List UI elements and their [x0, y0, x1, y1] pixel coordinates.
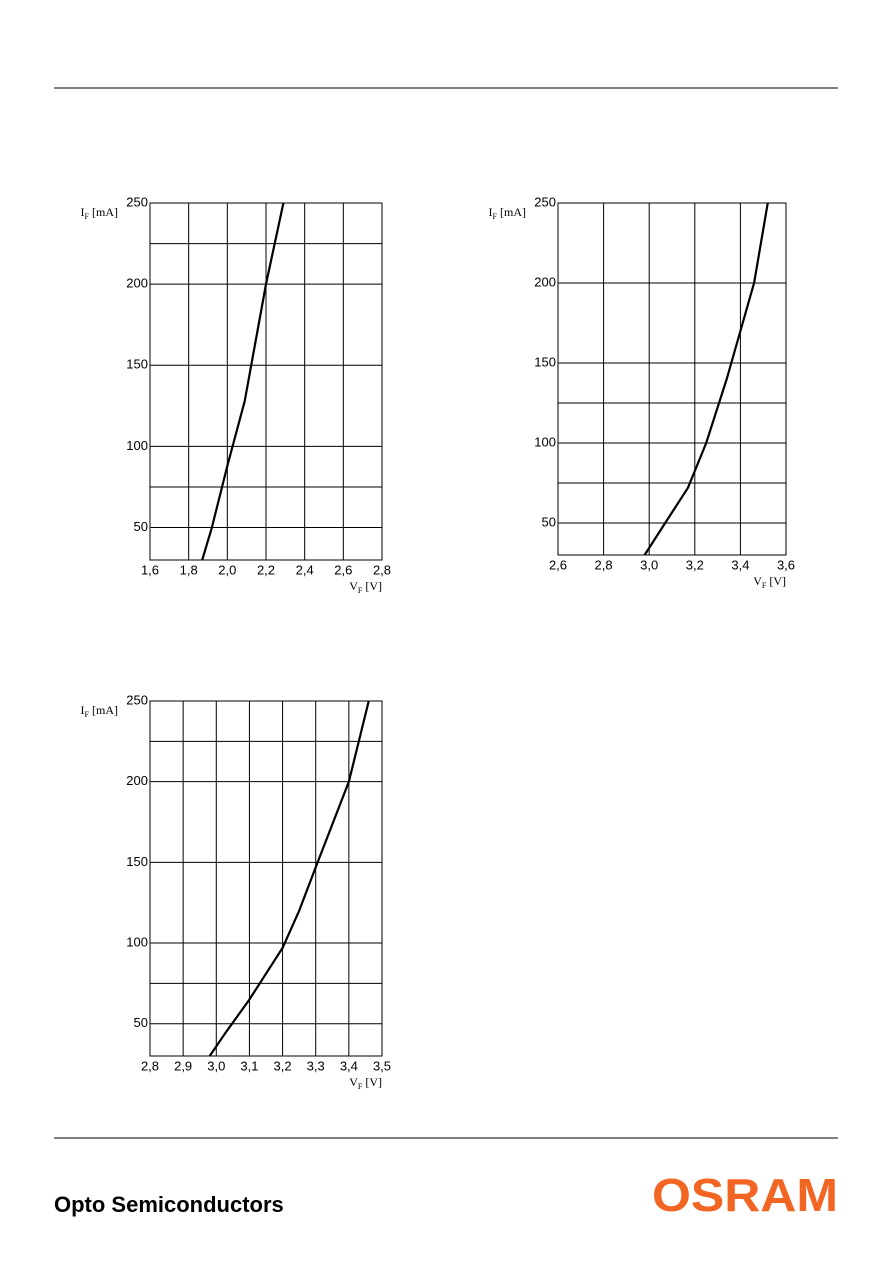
x-tick-label: 3,2: [274, 1058, 292, 1073]
x-tick-label: 3,0: [207, 1058, 225, 1073]
x-tick-label: 3,1: [240, 1058, 258, 1073]
axis-symbol: V: [349, 1075, 358, 1089]
x-tick-label: 3,0: [640, 557, 658, 572]
plot-frame: [149, 202, 383, 561]
y-tick-label: 200: [126, 773, 148, 788]
axis-subscript: F: [85, 710, 90, 719]
y-tick-label: 150: [534, 354, 556, 369]
axis-symbol: I: [81, 205, 85, 219]
y-tick-label: 200: [534, 274, 556, 289]
axis-subscript: F: [358, 586, 363, 595]
x-tick-label: 2,2: [257, 562, 275, 577]
axis-subscript: F: [358, 1082, 363, 1091]
plot-frame: [149, 700, 383, 1057]
x-tick-label: 2,9: [174, 1058, 192, 1073]
x-tick-label: 1,6: [141, 562, 159, 577]
y-tick-label: 50: [542, 514, 556, 529]
x-tick-label: 3,4: [731, 557, 749, 572]
x-tick-label: 3,6: [777, 557, 795, 572]
x-tick-label: 3,5: [373, 1058, 391, 1073]
axis-symbol: I: [489, 205, 493, 219]
x-tick-label: 3,3: [307, 1058, 325, 1073]
axis-label: VF [V]: [753, 574, 786, 590]
y-tick-label: 150: [126, 357, 148, 372]
axis-subscript: F: [85, 212, 90, 221]
x-tick-label: 3,2: [686, 557, 704, 572]
axis-label: IF [mA]: [81, 205, 118, 221]
x-tick-label: 3,4: [340, 1058, 358, 1073]
axis-symbol: I: [81, 703, 85, 717]
curve: [201, 202, 285, 561]
brand-logo: OSRAM: [652, 1169, 838, 1221]
axis-unit: [V]: [769, 574, 786, 588]
y-tick-label: 200: [126, 276, 148, 291]
axis-label: IF [mA]: [81, 703, 118, 719]
axis-subscript: F: [762, 581, 767, 590]
x-tick-label: 2,0: [218, 562, 236, 577]
y-tick-label: 100: [126, 934, 148, 949]
axis-unit: [mA]: [92, 703, 118, 717]
axis-unit: [mA]: [500, 205, 526, 219]
y-tick-label: 250: [534, 194, 556, 209]
x-tick-label: 2,4: [296, 562, 314, 577]
axis-subscript: F: [493, 212, 498, 221]
axis-label: VF [V]: [349, 579, 382, 595]
axis-unit: [V]: [365, 1075, 382, 1089]
y-tick-label: 100: [126, 438, 148, 453]
y-tick-label: 100: [534, 434, 556, 449]
axis-unit: [V]: [365, 579, 382, 593]
y-tick-label: 250: [126, 194, 148, 209]
axis-symbol: V: [349, 579, 358, 593]
curve: [208, 700, 370, 1057]
x-tick-label: 2,6: [334, 562, 352, 577]
curve: [643, 202, 769, 556]
x-tick-label: 1,8: [180, 562, 198, 577]
axis-unit: [mA]: [92, 205, 118, 219]
plot-frame: [557, 202, 787, 556]
axis-label: IF [mA]: [489, 205, 526, 221]
x-tick-label: 2,8: [141, 1058, 159, 1073]
division-name: Opto Semiconductors: [54, 1192, 284, 1217]
axis-label: VF [V]: [349, 1075, 382, 1091]
y-tick-label: 150: [126, 854, 148, 869]
y-tick-label: 250: [126, 692, 148, 707]
x-tick-label: 2,8: [595, 557, 613, 572]
x-tick-label: 2,6: [549, 557, 567, 572]
y-tick-label: 50: [134, 519, 148, 534]
x-tick-label: 2,8: [373, 562, 391, 577]
y-tick-label: 50: [134, 1015, 148, 1030]
axis-symbol: V: [753, 574, 762, 588]
